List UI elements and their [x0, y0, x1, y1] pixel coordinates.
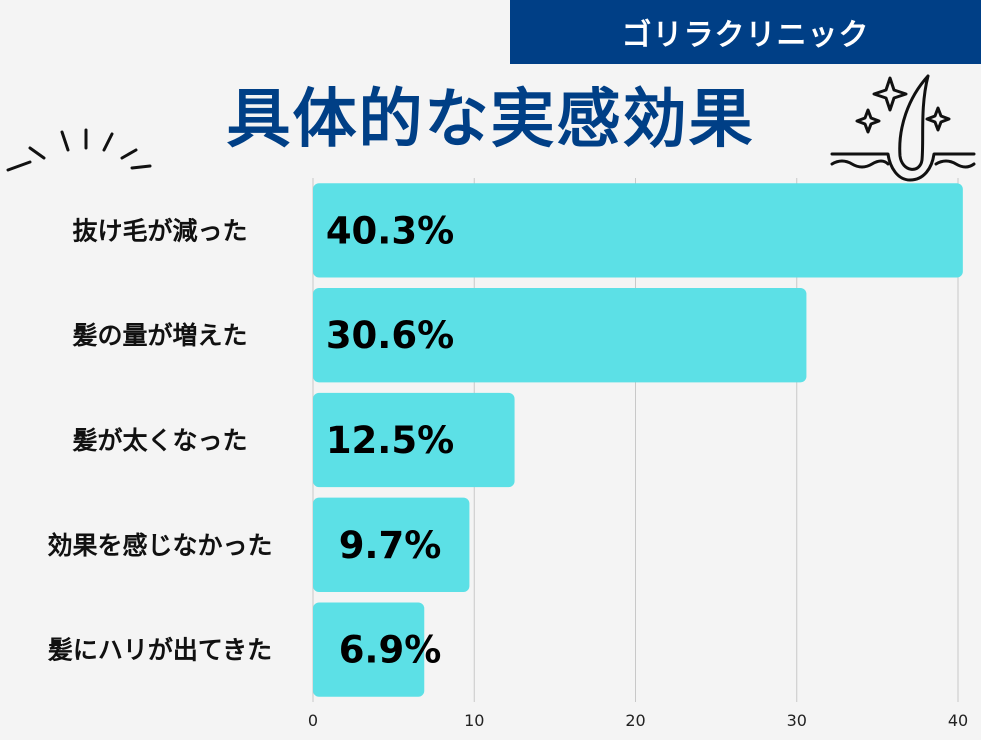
- x-tick-label: 40: [948, 711, 968, 730]
- category-label: 髪が太くなった: [71, 426, 247, 455]
- category-label: 髪の量が増えた: [71, 321, 247, 350]
- value-label: 12.5%: [326, 419, 454, 462]
- burst-lines-icon: [6, 128, 152, 172]
- category-label: 効果を感じなかった: [47, 531, 272, 560]
- bar: [313, 183, 963, 278]
- bar: [313, 497, 470, 592]
- bar: [313, 392, 515, 488]
- bar: [313, 602, 425, 697]
- clinic-name: ゴリラクリニック: [621, 18, 870, 53]
- value-label: 9.7%: [339, 524, 442, 567]
- category-label: 髪にハリが出てきた: [47, 636, 272, 665]
- bar: [313, 288, 807, 383]
- value-label: 6.9%: [339, 629, 442, 672]
- x-tick-label: 20: [625, 711, 645, 730]
- hair-follicle-sparkle-icon: [830, 74, 976, 182]
- clinic-banner: ゴリラクリニック: [510, 0, 981, 64]
- chart-title: 具体的な実感効果: [226, 83, 755, 157]
- category-label: 抜け毛が減った: [72, 216, 247, 245]
- x-tick-label: 10: [464, 711, 484, 730]
- value-label: 30.6%: [326, 314, 454, 357]
- x-tick-label: 0: [308, 711, 318, 730]
- value-label: 40.3%: [326, 209, 454, 252]
- x-tick-label: 30: [787, 711, 807, 730]
